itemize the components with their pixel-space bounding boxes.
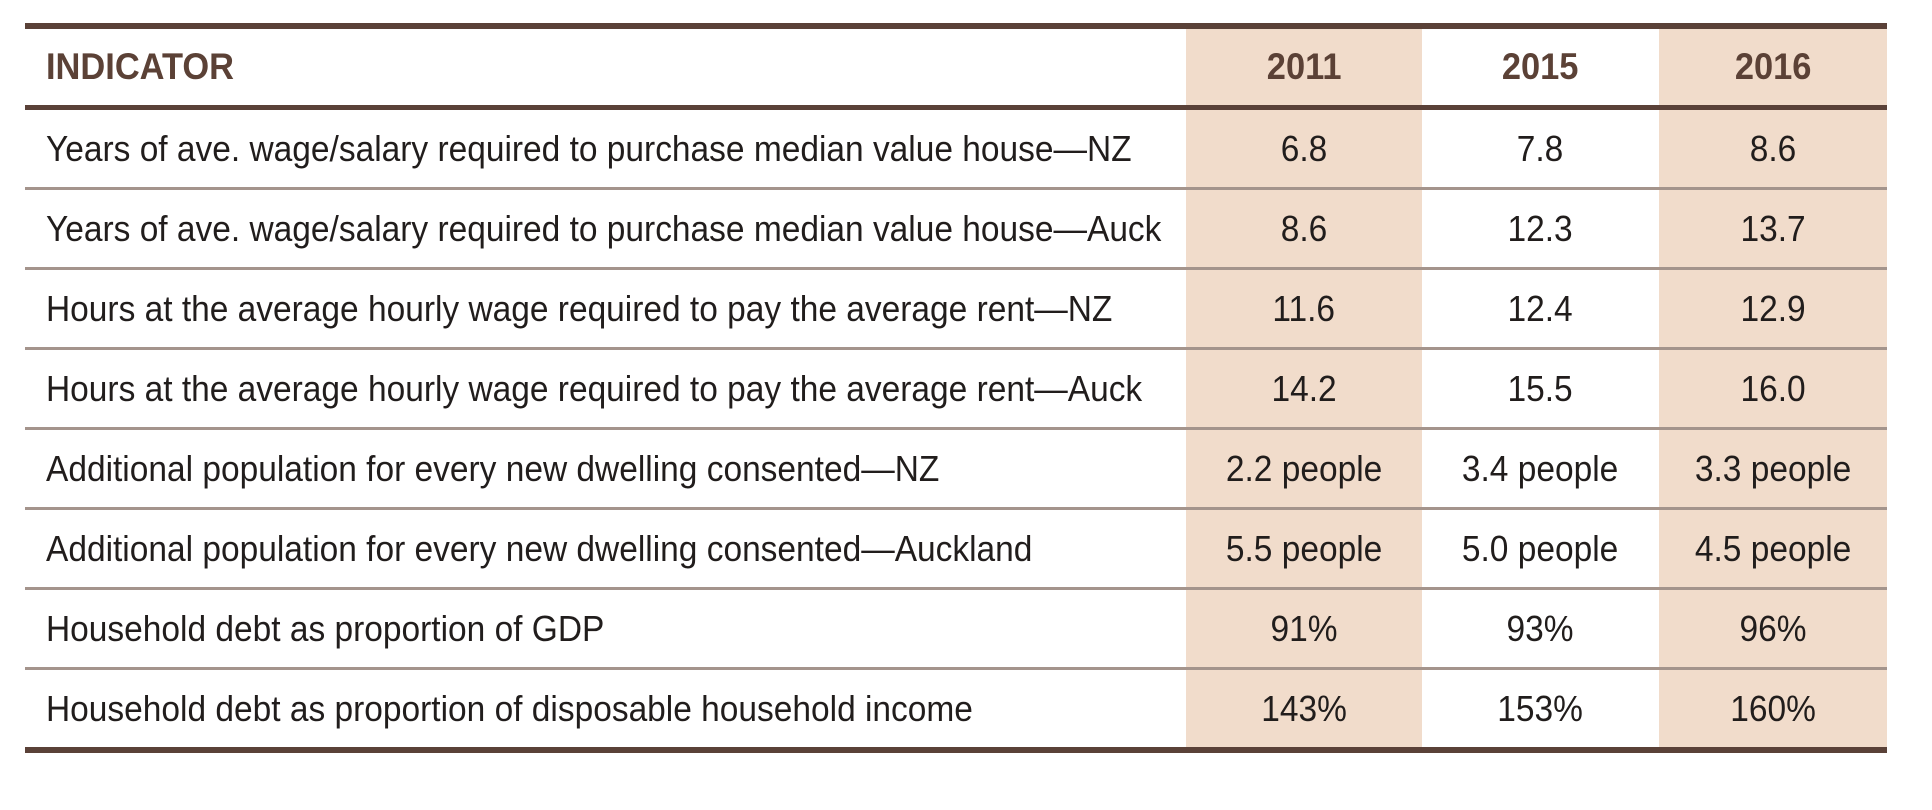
value-cell-2016: 4.5 people [1659, 510, 1887, 587]
value-cell-2011: 8.6 [1186, 190, 1422, 267]
value-cell-2015: 5.0 people [1422, 510, 1659, 587]
value-cell-2011: 2.2 people [1186, 430, 1422, 507]
value-2015: 15.5 [1507, 367, 1574, 409]
value-2011: 5.5 people [1225, 527, 1383, 569]
column-header-2011: 2011 [1186, 29, 1422, 105]
column-header-2011-label: 2011 [1266, 46, 1342, 87]
indicator-label: Years of ave. wage/salary required to pu… [46, 127, 1132, 169]
indicator-cell: Additional population for every new dwel… [25, 430, 1186, 507]
value-cell-2016: 96% [1659, 590, 1887, 667]
value-2016: 4.5 people [1694, 527, 1852, 569]
indicator-label: Additional population for every new dwel… [46, 447, 940, 489]
value-cell-2011: 91% [1186, 590, 1422, 667]
indicator-label: Additional population for every new dwel… [46, 527, 1033, 569]
table-body: Years of ave. wage/salary required to pu… [25, 110, 1887, 747]
value-2016: 16.0 [1740, 367, 1806, 409]
value-2015: 12.4 [1507, 287, 1574, 329]
value-2016: 12.9 [1740, 287, 1806, 329]
value-cell-2011: 143% [1186, 670, 1422, 747]
value-cell-2011: 5.5 people [1186, 510, 1422, 587]
table-row: Years of ave. wage/salary required to pu… [25, 190, 1887, 270]
value-2015: 5.0 people [1462, 527, 1619, 569]
value-2016: 13.7 [1740, 207, 1806, 249]
value-2016: 3.3 people [1694, 447, 1852, 489]
table-header-row: INDICATOR 2011 2015 2016 [25, 29, 1887, 110]
value-2011: 6.8 [1280, 127, 1328, 169]
value-cell-2016: 12.9 [1659, 270, 1887, 347]
indicator-label: Household debt as proportion of GDP [46, 607, 605, 649]
indicator-cell: Hours at the average hourly wage require… [25, 350, 1186, 427]
value-cell-2011: 6.8 [1186, 110, 1422, 187]
value-cell-2015: 153% [1422, 670, 1659, 747]
indicator-label: Years of ave. wage/salary required to pu… [46, 207, 1162, 249]
indicator-cell: Household debt as proportion of GDP [25, 590, 1186, 667]
table-row: Additional population for every new dwel… [25, 510, 1887, 590]
indicator-cell: Additional population for every new dwel… [25, 510, 1186, 587]
value-cell-2016: 16.0 [1659, 350, 1887, 427]
value-cell-2015: 15.5 [1422, 350, 1659, 427]
value-cell-2011: 14.2 [1186, 350, 1422, 427]
indicator-label: Household debt as proportion of disposab… [46, 687, 973, 729]
table-row: Hours at the average hourly wage require… [25, 350, 1887, 430]
column-header-2016-label: 2016 [1734, 46, 1812, 87]
value-cell-2015: 93% [1422, 590, 1659, 667]
table-row: Hours at the average hourly wage require… [25, 270, 1887, 350]
value-2011: 143% [1261, 687, 1347, 729]
value-2015: 93% [1506, 607, 1575, 649]
table-row: Household debt as proportion of GDP 91% … [25, 590, 1887, 670]
value-cell-2011: 11.6 [1186, 270, 1422, 347]
value-cell-2015: 3.4 people [1422, 430, 1659, 507]
indicator-table: INDICATOR 2011 2015 2016 Years of ave. w… [25, 23, 1887, 753]
column-header-2015: 2015 [1422, 29, 1659, 105]
value-2011: 91% [1270, 607, 1338, 649]
table-row: Household debt as proportion of disposab… [25, 670, 1887, 747]
value-2015: 153% [1497, 687, 1584, 729]
column-header-2015-label: 2015 [1502, 46, 1579, 87]
value-2015: 12.3 [1507, 207, 1574, 249]
indicator-cell: Hours at the average hourly wage require… [25, 270, 1186, 347]
column-header-indicator-label: INDICATOR [46, 46, 234, 87]
column-header-2016: 2016 [1659, 29, 1887, 105]
indicator-label: Hours at the average hourly wage require… [46, 367, 1143, 409]
value-cell-2015: 12.4 [1422, 270, 1659, 347]
value-2015: 3.4 people [1462, 447, 1619, 489]
value-cell-2016: 3.3 people [1659, 430, 1887, 507]
indicator-cell: Household debt as proportion of disposab… [25, 670, 1186, 747]
value-cell-2015: 12.3 [1422, 190, 1659, 267]
value-2011: 11.6 [1272, 287, 1336, 329]
value-2011: 8.6 [1280, 207, 1328, 249]
value-cell-2016: 8.6 [1659, 110, 1887, 187]
indicator-cell: Years of ave. wage/salary required to pu… [25, 190, 1186, 267]
table-row: Years of ave. wage/salary required to pu… [25, 110, 1887, 190]
value-2015: 7.8 [1517, 127, 1564, 169]
value-2011: 14.2 [1271, 367, 1337, 409]
value-2016: 8.6 [1749, 127, 1797, 169]
column-header-indicator: INDICATOR [25, 29, 1186, 105]
value-cell-2015: 7.8 [1422, 110, 1659, 187]
value-cell-2016: 160% [1659, 670, 1887, 747]
value-2016: 96% [1739, 607, 1807, 649]
value-cell-2016: 13.7 [1659, 190, 1887, 267]
indicator-label: Hours at the average hourly wage require… [46, 287, 1113, 329]
value-2011: 2.2 people [1225, 447, 1383, 489]
table-row: Additional population for every new dwel… [25, 430, 1887, 510]
indicator-cell: Years of ave. wage/salary required to pu… [25, 110, 1186, 187]
value-2016: 160% [1730, 687, 1816, 729]
